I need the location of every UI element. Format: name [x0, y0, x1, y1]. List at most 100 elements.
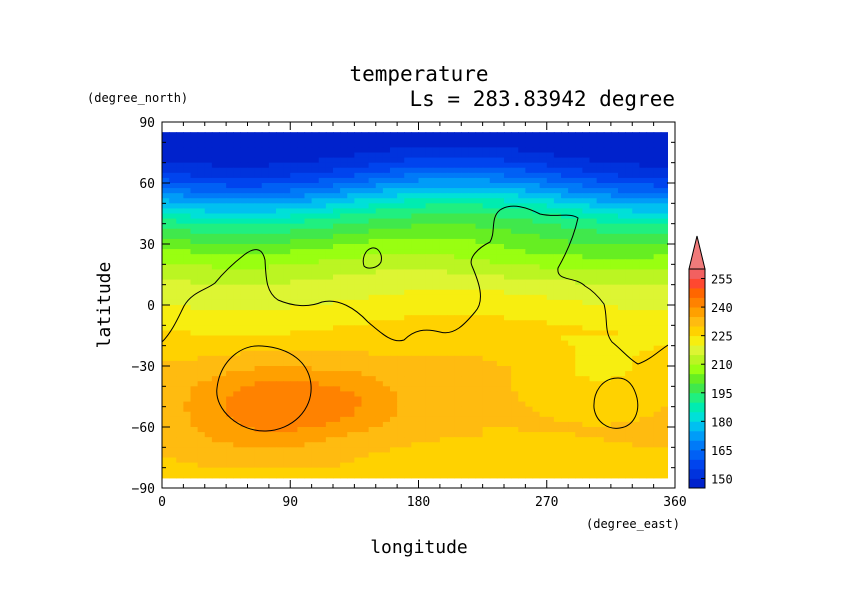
field-cell: [268, 177, 277, 184]
field-cell: [283, 162, 291, 169]
field-cell: [468, 294, 477, 301]
field-cell: [561, 350, 569, 357]
field-cell: [411, 310, 420, 316]
field-cell: [646, 416, 655, 423]
field-cell: [347, 208, 355, 215]
field-cell: [653, 294, 662, 301]
field-cell: [504, 325, 512, 332]
field-cell: [439, 472, 448, 479]
field-cell: [247, 193, 256, 199]
field-cell: [211, 335, 220, 342]
field-cell: [639, 320, 648, 326]
field-cell: [432, 447, 441, 454]
field-cell: [546, 259, 555, 265]
field-cell: [447, 167, 455, 174]
field-cell: [347, 345, 355, 352]
field-cell: [390, 340, 398, 347]
field-cell: [596, 340, 605, 347]
field-cell: [354, 371, 363, 377]
field-cell: [340, 132, 348, 138]
field-cell: [382, 162, 391, 169]
field-cell: [261, 244, 270, 250]
field-cell: [610, 447, 619, 454]
field-cell: [204, 335, 213, 342]
field-cell: [582, 406, 591, 413]
field-cell: [333, 305, 341, 311]
field-cell: [482, 305, 491, 311]
field-cell: [390, 467, 398, 474]
field-cell: [496, 238, 505, 245]
field-cell: [539, 233, 548, 240]
field-cell: [368, 432, 377, 438]
field-cell: [546, 274, 555, 281]
field-cell: [418, 132, 427, 138]
field-cell: [511, 305, 519, 311]
field-cell: [625, 213, 633, 220]
field-cell: [283, 305, 291, 311]
field-cell: [539, 137, 548, 143]
field-cell: [418, 228, 427, 235]
field-cell: [304, 289, 313, 296]
field-cell: [461, 310, 469, 316]
field-cell: [561, 198, 569, 204]
field-cell: [204, 376, 213, 382]
field-cell: [318, 284, 327, 291]
field-cell: [447, 198, 455, 204]
field-cell: [425, 279, 434, 286]
field-cell: [653, 366, 662, 372]
field-cell: [211, 416, 220, 423]
field-cell: [375, 447, 384, 454]
field-cell: [240, 284, 249, 291]
field-cell: [240, 259, 249, 265]
field-cell: [226, 345, 234, 352]
field-cell: [625, 289, 633, 296]
field-cell: [646, 142, 655, 149]
field-cell: [489, 462, 498, 469]
field-cell: [162, 462, 170, 469]
field-cell: [568, 355, 576, 362]
field-cell: [618, 340, 626, 347]
field-cell: [603, 238, 612, 245]
field-cell: [504, 223, 512, 230]
field-cell: [411, 335, 420, 342]
field-cell: [425, 467, 434, 474]
field-cell: [169, 188, 177, 194]
field-cell: [589, 335, 598, 342]
field-cell: [489, 381, 498, 387]
field-cell: [496, 132, 505, 138]
field-cell: [561, 238, 569, 245]
field-cell: [596, 345, 605, 352]
field-cell: [618, 396, 626, 403]
field-cell: [375, 137, 384, 143]
field-cell: [468, 366, 477, 372]
field-cell: [183, 289, 192, 296]
field-cell: [254, 381, 263, 387]
field-cell: [482, 350, 491, 357]
field-cell: [660, 147, 668, 154]
field-cell: [333, 162, 341, 169]
field-cell: [411, 345, 420, 352]
field-cell: [632, 208, 640, 215]
field-cell: [190, 132, 199, 138]
field-cell: [432, 452, 441, 459]
field-cell: [475, 416, 484, 423]
field-cell: [204, 310, 213, 316]
field-cell: [318, 162, 327, 169]
field-cell: [618, 360, 626, 367]
field-cell: [660, 447, 668, 454]
field-cell: [261, 381, 270, 387]
field-cell: [489, 172, 498, 179]
field-cell: [297, 137, 306, 143]
field-cell: [532, 401, 541, 408]
field-cell: [575, 233, 583, 240]
field-cell: [347, 366, 355, 372]
field-cell: [553, 401, 562, 408]
field-cell: [618, 320, 626, 326]
field-cell: [368, 142, 377, 149]
field-cell: [454, 254, 462, 260]
field-cell: [169, 183, 177, 189]
field-cell: [639, 294, 648, 301]
field-cell: [268, 315, 277, 321]
field-cell: [176, 447, 184, 454]
field-cell: [568, 172, 576, 179]
